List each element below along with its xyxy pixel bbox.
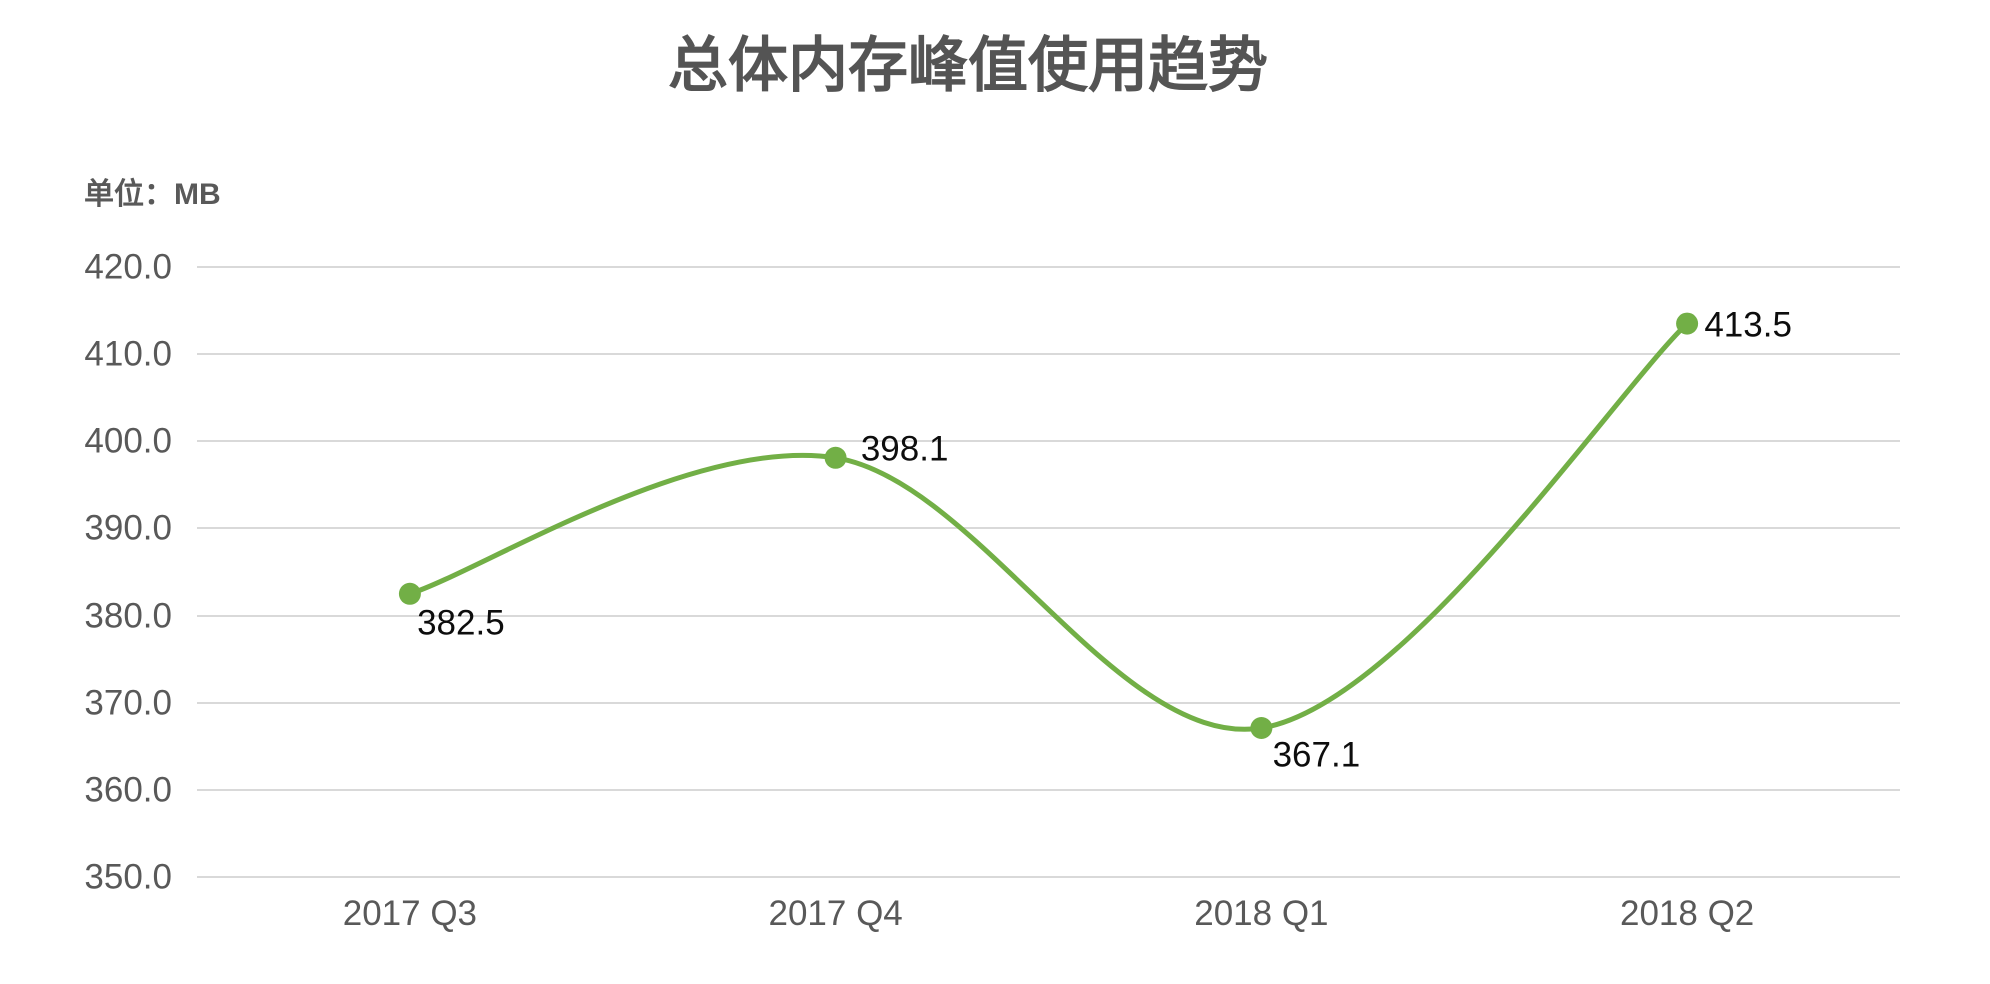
data-point-label: 382.5 <box>417 603 505 643</box>
gridline <box>197 353 1900 356</box>
y-axis-tick-label: 360.0 <box>84 770 172 810</box>
x-axis-tick-label: 2018 Q1 <box>1194 894 1329 933</box>
data-point-label: 413.5 <box>1704 305 1792 345</box>
x-axis-tick-label: 2017 Q4 <box>768 894 903 933</box>
gridline <box>197 527 1900 530</box>
y-axis-tick-label: 420.0 <box>84 247 172 287</box>
data-point-marker <box>1250 717 1273 739</box>
y-axis-tick-label: 390.0 <box>84 508 172 548</box>
y-axis-tick-label: 380.0 <box>84 596 172 636</box>
x-axis-tick-label: 2017 Q3 <box>342 894 478 933</box>
data-point-label: 398.1 <box>860 429 949 469</box>
data-point-marker <box>398 582 421 605</box>
gridline <box>197 266 1900 268</box>
x-axis-tick-label: 2018 Q2 <box>1619 894 1755 933</box>
y-axis-tick-label: 370.0 <box>84 683 172 723</box>
y-axis-tick-label: 400.0 <box>84 421 172 461</box>
data-point-label: 367.1 <box>1272 735 1361 775</box>
gridline <box>197 440 1900 443</box>
chart-title: 总体内存峰值使用趋势 <box>668 32 1268 99</box>
gridline <box>197 701 1900 704</box>
y-axis-tick-label: 350.0 <box>84 857 172 897</box>
data-point-marker <box>824 446 847 469</box>
gridline <box>197 788 1900 791</box>
y-axis-tick-label: 410.0 <box>84 334 172 374</box>
unit-label: 单位：MB <box>84 178 221 211</box>
gridline <box>197 876 1900 878</box>
data-point-marker <box>1676 312 1699 335</box>
